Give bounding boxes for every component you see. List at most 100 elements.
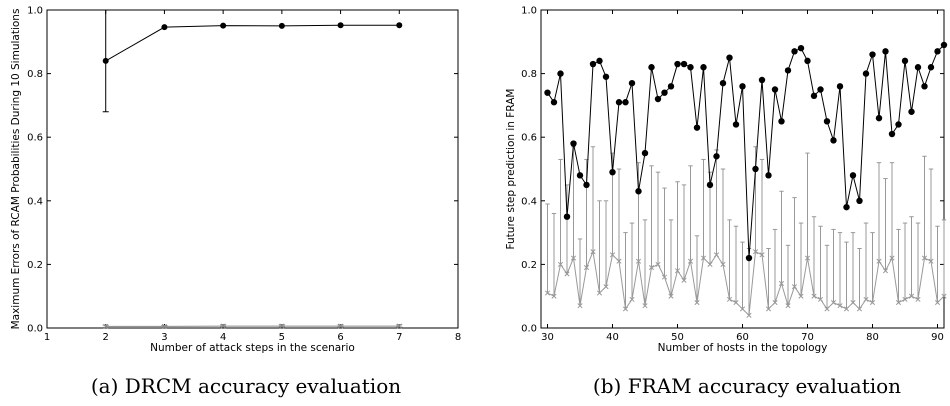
data-point	[694, 300, 700, 306]
data-point	[908, 293, 915, 299]
data-point	[934, 48, 941, 55]
data-point	[279, 323, 285, 329]
x-tick-label: 50	[671, 332, 684, 343]
data-point	[680, 60, 688, 68]
data-point	[771, 86, 779, 93]
data-point	[667, 83, 675, 90]
data-point	[791, 48, 798, 55]
series-line	[547, 44, 945, 259]
data-point	[765, 172, 772, 179]
data-point	[557, 261, 564, 267]
y-tick-label: 0.0	[27, 324, 43, 335]
data-point	[895, 121, 902, 128]
data-point	[901, 57, 909, 65]
data-point	[576, 172, 584, 179]
data-point	[850, 300, 856, 306]
x-tick-label: 40	[606, 332, 619, 343]
y-tick-label: 0.2	[27, 260, 43, 271]
data-point	[602, 73, 610, 80]
data-point	[804, 255, 811, 261]
data-point	[616, 258, 622, 264]
data-point	[797, 44, 805, 52]
data-point	[687, 64, 694, 71]
data-point	[609, 252, 616, 258]
data-point	[622, 99, 629, 106]
x-axis-label: Number of hosts in the topology	[658, 342, 828, 354]
data-point	[927, 64, 935, 71]
data-point	[609, 168, 616, 176]
x-tick-label: 3	[161, 332, 167, 343]
data-point	[220, 22, 227, 29]
data-point	[823, 118, 831, 125]
x-tick-label: 4	[220, 332, 226, 343]
data-point	[752, 249, 759, 255]
data-point	[836, 83, 844, 90]
data-point	[908, 108, 915, 115]
data-point	[596, 57, 603, 65]
data-point	[161, 323, 167, 329]
data-point	[596, 290, 603, 296]
x-tick-label: 60	[736, 332, 749, 343]
data-point	[940, 41, 948, 49]
data-point	[648, 64, 655, 71]
y-tick-label: 0.4	[521, 196, 537, 207]
data-point	[869, 51, 876, 58]
data-point	[889, 255, 895, 261]
y-tick-label: 0.2	[521, 260, 537, 271]
data-point	[396, 22, 403, 29]
data-point	[629, 296, 635, 302]
data-point	[824, 306, 830, 312]
series-line	[547, 249, 945, 317]
data-point	[563, 213, 571, 220]
y-axis-label: Future step prediction in FRAM	[505, 89, 517, 250]
data-point	[843, 306, 850, 312]
data-point	[674, 60, 681, 68]
y-axis-label: Maximum Errors of RCAM Probabilities Dur…	[10, 9, 22, 330]
series-1	[102, 323, 403, 329]
data-point	[928, 258, 934, 264]
data-point	[830, 137, 837, 144]
data-point	[798, 293, 804, 299]
data-point	[875, 114, 883, 122]
chart-fram: 30 40 50 60 70 80 90 0.0 0.2 0.4 0.6 0.8 1.0 Number o…	[505, 6, 948, 398]
data-point	[726, 54, 733, 61]
data-point	[693, 124, 701, 131]
data-point	[396, 323, 402, 329]
data-point	[570, 255, 577, 261]
data-point	[557, 70, 564, 77]
data-point	[772, 300, 778, 306]
data-point	[739, 306, 746, 312]
data-point	[544, 290, 551, 296]
data-point	[785, 303, 791, 309]
data-point	[706, 181, 714, 189]
data-point	[700, 64, 707, 71]
x-tick-label: 6	[337, 332, 343, 343]
y-tick-label: 0.6	[521, 133, 537, 144]
data-point	[733, 300, 739, 306]
data-point	[837, 303, 843, 309]
x-tick-label: 7	[396, 332, 402, 343]
data-point	[869, 300, 876, 306]
data-point	[941, 293, 947, 299]
data-point	[720, 261, 726, 267]
data-point	[921, 83, 928, 90]
data-point	[583, 265, 590, 271]
data-point	[589, 60, 597, 68]
y-tick-label: 0.8	[521, 69, 537, 80]
data-point	[577, 303, 583, 309]
data-point	[902, 296, 908, 302]
data-point	[338, 323, 344, 329]
plot-frame	[46, 9, 459, 329]
y-tick-label: 1.0	[27, 6, 43, 17]
x-axis-label: Number of attack steps in the scenario	[150, 342, 355, 354]
x-tick-label: 70	[801, 332, 814, 343]
x-tick-label: 2	[103, 332, 109, 343]
data-point	[674, 268, 681, 274]
data-point	[882, 48, 889, 55]
data-point	[778, 280, 785, 287]
data-point	[564, 271, 570, 277]
y-tick-label: 0.8	[27, 69, 43, 80]
data-point	[856, 306, 863, 312]
data-point	[550, 99, 558, 106]
